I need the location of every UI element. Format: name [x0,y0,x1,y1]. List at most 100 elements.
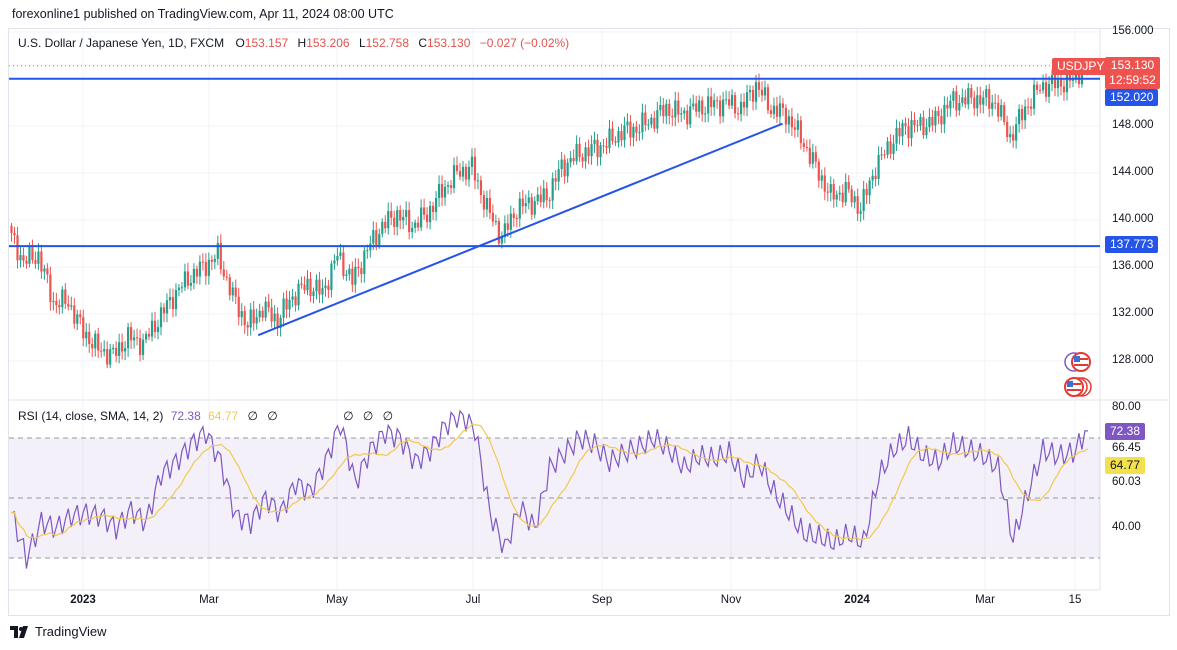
candle-body [437,183,441,199]
candle-body [793,127,796,130]
empty-value-symbol: ∅ [362,409,374,423]
candle-body [174,289,178,310]
candle-body [620,131,623,141]
candle-body [760,89,764,96]
candle-body [336,255,339,261]
candle-body [138,338,142,356]
candle-body [1041,82,1045,91]
support-level-tag: 137.773 [1105,236,1159,253]
candle-body [590,144,593,157]
candle-body [638,132,641,134]
publisher-line: forexonline1 published on TradingView.co… [12,7,394,21]
candle-body [614,141,617,143]
candle-body [919,117,922,126]
candle-body [736,113,740,115]
candle-body [868,180,871,196]
rsi-legend: RSI (14, close, SMA, 14, 2) 72.38 64.77 … [18,409,393,423]
candle-body [940,116,943,125]
candle-body [285,298,288,310]
candle-body [1047,84,1051,97]
candle-body [781,103,785,108]
symbol-tag: USDJPY [1052,58,1110,75]
candle-body [402,216,405,221]
candle-body [862,189,865,212]
candle-body [509,213,512,230]
candle-body [147,333,151,337]
tradingview-logo[interactable]: TradingView [10,624,107,639]
candle-body [324,285,327,289]
time-tick-label: Mar [975,594,995,606]
candle-body [895,127,898,144]
candle-body [171,297,175,310]
close-label: C [418,36,428,50]
candle-body [249,309,252,328]
candle-body [458,171,462,177]
candle-body [943,104,946,125]
candle-body [632,126,635,138]
rsi-axis-label: 60.03 [1112,476,1141,488]
candle-body [665,103,668,117]
candle-body [354,266,357,285]
us-flag-events-icon[interactable] [1062,376,1096,403]
low-label: L [358,36,366,50]
candle-body [443,186,447,198]
candle-body [19,255,22,261]
symbol-description: U.S. Dollar / Japanese Yen, 1D, FXCM [18,36,225,50]
candle-body [375,230,378,246]
candle-body [716,100,719,102]
candle-body [707,96,710,114]
candle-body [847,182,850,190]
candle-body [219,242,222,270]
candle-body [195,268,198,277]
candle-body [796,120,799,130]
candle-body [37,251,40,264]
rsi-value: 72.38 [170,409,201,423]
change-value: −0.027 (−0.02%) [479,36,570,50]
candle-body [252,309,255,324]
candle-body [13,232,16,236]
candle-body [994,102,997,104]
high-label: H [297,36,307,50]
candle-body [1000,105,1003,117]
candle-body [778,103,782,117]
candle-body [934,110,937,126]
candle-body [431,205,435,212]
candle-body [997,102,1000,117]
candle-body [405,210,408,217]
candle-body [790,116,793,128]
candle-body [964,97,967,105]
rsi-prev-label: 66.45 [1112,442,1141,454]
candle-body [40,251,43,272]
candle-body [1015,124,1018,141]
candle-body [267,301,270,308]
candle-body [659,105,662,111]
candle-body [518,198,521,219]
candle-body [393,217,396,227]
candle-body [925,127,928,136]
candle-body [730,95,734,106]
candle-body [674,100,677,118]
candle-body [931,116,934,126]
candle-body [698,100,701,112]
candle-body [1024,106,1027,121]
candle-body [536,194,539,202]
candle-body [503,223,506,238]
candle-body [683,110,686,114]
candle-body [617,131,620,143]
high-value: 153.206 [306,36,350,50]
candle-body [476,180,480,182]
candle-body [180,287,184,289]
candle-body [596,139,599,158]
candle-body [527,197,530,204]
candle-body [22,255,25,261]
candle-body [548,200,551,202]
candle-body [452,165,456,189]
candle-body [569,158,572,163]
candle-body [318,279,321,295]
candle-body [64,289,67,304]
rsi-value-tag: 72.38 [1105,423,1146,440]
candle-body [769,110,773,115]
us-flag-event-icon[interactable] [1064,352,1094,377]
candle-body [913,120,916,126]
